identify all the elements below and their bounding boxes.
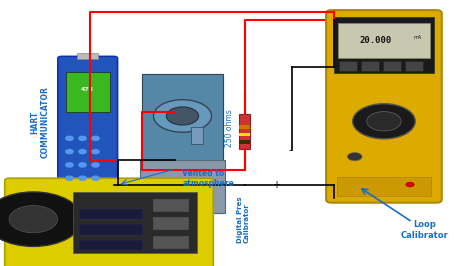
Bar — [339, 61, 357, 71]
Circle shape — [367, 112, 401, 131]
Bar — [239, 133, 250, 136]
Bar — [337, 177, 431, 196]
Bar — [153, 236, 189, 249]
Text: HART
COMMUNICATOR: HART COMMUNICATOR — [31, 86, 50, 158]
Text: +: + — [272, 180, 280, 190]
Circle shape — [66, 176, 73, 180]
Circle shape — [92, 176, 99, 180]
Circle shape — [92, 149, 99, 154]
Circle shape — [92, 136, 99, 140]
Bar — [383, 61, 401, 71]
Bar — [239, 140, 250, 144]
Circle shape — [66, 136, 73, 140]
Circle shape — [66, 163, 73, 167]
Bar — [73, 192, 197, 253]
Bar — [153, 218, 189, 230]
Bar — [140, 160, 225, 213]
Circle shape — [154, 100, 211, 132]
Bar — [142, 74, 223, 164]
Bar — [66, 72, 109, 112]
Circle shape — [79, 163, 86, 167]
Circle shape — [79, 136, 86, 140]
Text: 250 ohms: 250 ohms — [226, 109, 234, 147]
Bar — [191, 127, 203, 144]
Circle shape — [9, 206, 58, 233]
Circle shape — [0, 192, 82, 246]
Circle shape — [79, 149, 86, 154]
Circle shape — [347, 153, 362, 161]
Bar — [77, 53, 98, 59]
Bar — [361, 61, 379, 71]
FancyBboxPatch shape — [5, 178, 213, 266]
Circle shape — [66, 149, 73, 154]
Circle shape — [166, 107, 199, 125]
Bar — [79, 224, 143, 235]
Circle shape — [353, 104, 415, 139]
Bar — [142, 74, 223, 213]
Bar — [153, 199, 189, 211]
FancyBboxPatch shape — [58, 56, 118, 194]
Bar — [334, 17, 434, 73]
FancyBboxPatch shape — [326, 10, 442, 203]
Bar — [239, 125, 250, 128]
Text: Loop
Calibrator: Loop Calibrator — [401, 221, 448, 240]
Circle shape — [406, 182, 414, 187]
Text: mA: mA — [413, 35, 421, 40]
Text: Digital Pres
Calibrator: Digital Pres Calibrator — [237, 197, 250, 243]
Bar — [79, 209, 143, 219]
Circle shape — [92, 163, 99, 167]
Bar — [239, 114, 250, 149]
Bar — [405, 61, 422, 71]
Bar — [79, 240, 143, 250]
Circle shape — [79, 176, 86, 180]
Text: 475: 475 — [81, 87, 94, 92]
Text: 20.000: 20.000 — [359, 36, 392, 45]
Text: Vented to
atmosphere: Vented to atmosphere — [182, 169, 234, 188]
Bar — [338, 23, 430, 58]
Text: -: - — [288, 145, 292, 155]
